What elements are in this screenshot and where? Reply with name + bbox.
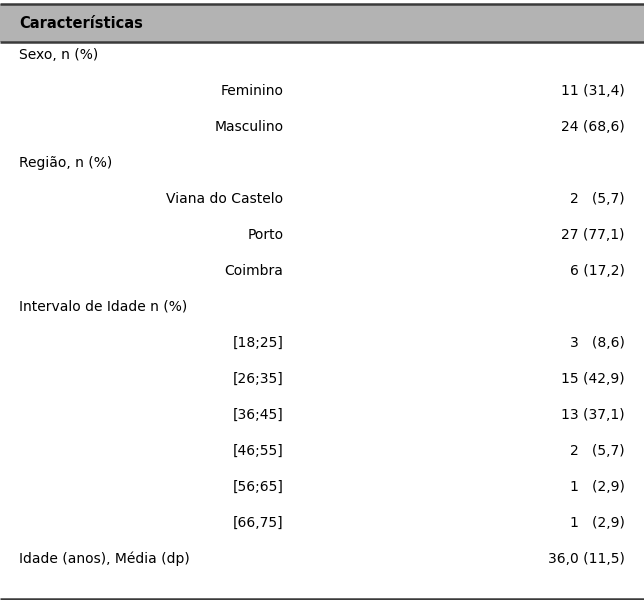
- Text: 6 (17,2): 6 (17,2): [570, 264, 625, 278]
- Text: [26;35]: [26;35]: [232, 372, 283, 386]
- Text: Sexo, n (%): Sexo, n (%): [19, 48, 99, 62]
- Text: [56;65]: [56;65]: [232, 480, 283, 494]
- Text: [66,75]: [66,75]: [232, 516, 283, 530]
- Text: 1   (2,9): 1 (2,9): [570, 480, 625, 494]
- Text: 15 (42,9): 15 (42,9): [561, 372, 625, 386]
- Text: Coimbra: Coimbra: [225, 264, 283, 278]
- Text: 2   (5,7): 2 (5,7): [570, 444, 625, 458]
- Text: 24 (68,6): 24 (68,6): [561, 120, 625, 134]
- Text: [36;45]: [36;45]: [232, 408, 283, 422]
- Text: Porto: Porto: [247, 228, 283, 242]
- Text: 27 (77,1): 27 (77,1): [561, 228, 625, 242]
- Text: 1   (2,9): 1 (2,9): [570, 516, 625, 530]
- Text: 36,0 (11,5): 36,0 (11,5): [548, 552, 625, 566]
- Text: Feminino: Feminino: [220, 84, 283, 98]
- Text: Características: Características: [19, 16, 143, 31]
- Text: Viana do Castelo: Viana do Castelo: [166, 192, 283, 206]
- Text: 11 (31,4): 11 (31,4): [561, 84, 625, 98]
- Text: [18;25]: [18;25]: [232, 336, 283, 350]
- Text: Idade (anos), Média (dp): Idade (anos), Média (dp): [19, 552, 190, 566]
- Text: Intervalo de Idade n (%): Intervalo de Idade n (%): [19, 300, 187, 314]
- Text: 13 (37,1): 13 (37,1): [561, 408, 625, 422]
- Text: Região, n (%): Região, n (%): [19, 156, 113, 170]
- Bar: [0, 4, 644, 42]
- Text: [46;55]: [46;55]: [232, 444, 283, 458]
- Text: 3   (8,6): 3 (8,6): [570, 336, 625, 350]
- Text: Masculino: Masculino: [214, 120, 283, 134]
- Text: 2   (5,7): 2 (5,7): [570, 192, 625, 206]
